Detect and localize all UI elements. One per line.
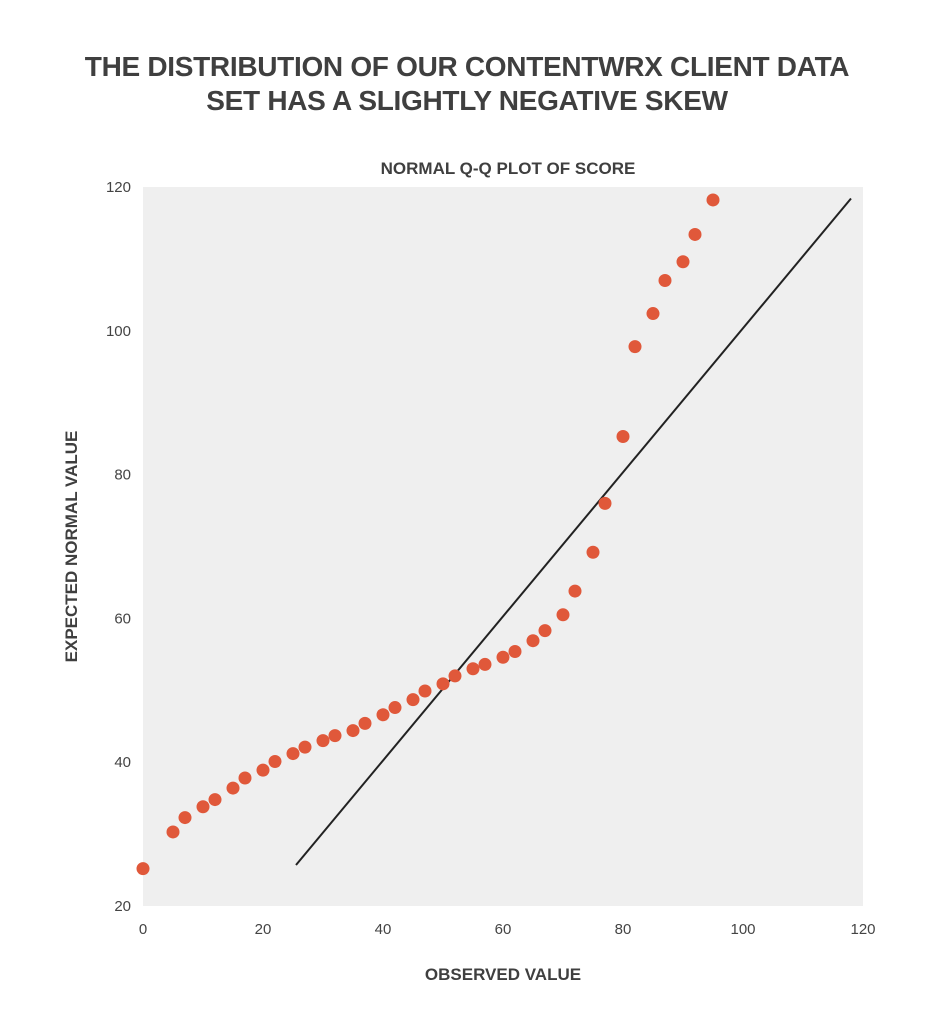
- data-point: [418, 684, 432, 698]
- data-point: [178, 811, 192, 825]
- data-point: [238, 771, 252, 785]
- y-axis-title: EXPECTED NORMAL VALUE: [62, 431, 81, 663]
- data-point: [628, 340, 642, 354]
- x-axis-title: OBSERVED VALUE: [425, 965, 581, 984]
- x-tick-label: 0: [139, 921, 147, 938]
- y-tick-label: 60: [114, 610, 131, 627]
- data-points: [136, 193, 720, 876]
- y-tick-label: 20: [114, 898, 131, 915]
- data-point: [556, 608, 570, 622]
- data-point: [196, 800, 210, 814]
- data-point: [568, 584, 582, 598]
- data-point: [586, 545, 600, 559]
- data-point: [376, 708, 390, 722]
- data-point: [658, 273, 672, 287]
- data-point: [436, 677, 450, 691]
- y-tick-label: 100: [106, 323, 131, 340]
- data-point: [616, 429, 630, 443]
- data-point: [646, 307, 660, 321]
- data-point: [136, 862, 150, 876]
- headline-line-1: THE DISTRIBUTION OF OUR CONTENTWRX CLIEN…: [84, 51, 850, 82]
- data-point: [268, 754, 282, 768]
- y-tick-label: 120: [106, 179, 131, 196]
- x-tick-label: 40: [375, 921, 392, 938]
- data-point: [256, 763, 270, 777]
- reference-line: [295, 197, 852, 866]
- x-tick-label: 20: [255, 921, 272, 938]
- data-point: [388, 701, 402, 715]
- y-tick-label: 80: [114, 467, 131, 484]
- data-point: [226, 781, 240, 795]
- plot-area: [143, 187, 863, 906]
- data-point: [328, 729, 342, 743]
- data-point: [286, 747, 300, 761]
- data-point: [676, 255, 690, 269]
- data-point: [166, 825, 180, 839]
- x-tick-label: 80: [615, 921, 632, 938]
- headline-line-2: SET HAS A SLIGHTLY NEGATIVE SKEW: [206, 85, 728, 116]
- x-axis: 0 20 40 60 80 100 120: [139, 921, 876, 938]
- data-point: [526, 634, 540, 648]
- chart-headline: THE DISTRIBUTION OF OUR CONTENTWRX CLIEN…: [0, 50, 934, 118]
- x-tick-label: 100: [730, 921, 755, 938]
- data-point: [688, 227, 702, 241]
- data-point: [358, 716, 372, 730]
- data-point: [706, 193, 720, 207]
- y-axis: 20 40 60 80 100 120: [106, 179, 131, 915]
- data-point: [496, 650, 510, 664]
- data-point: [298, 740, 312, 754]
- x-tick-label: 120: [850, 921, 875, 938]
- data-point: [208, 793, 222, 807]
- data-point: [316, 734, 330, 748]
- data-point: [448, 669, 462, 683]
- data-point: [466, 662, 480, 676]
- data-point: [538, 624, 552, 638]
- data-point: [508, 644, 522, 658]
- data-point: [478, 657, 492, 671]
- y-tick-label: 40: [114, 754, 131, 771]
- data-point: [346, 724, 360, 738]
- data-point: [406, 693, 420, 707]
- data-point: [598, 496, 612, 510]
- x-tick-label: 60: [495, 921, 512, 938]
- chart-title: NORMAL Q-Q PLOT OF SCORE: [381, 159, 636, 178]
